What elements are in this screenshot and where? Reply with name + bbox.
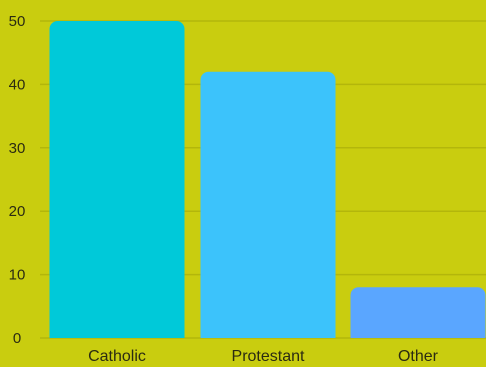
bar-group — [49, 21, 486, 338]
x-axis-ticks: Catholic Protestant Other — [88, 348, 439, 365]
x-tick-label: Other — [398, 348, 439, 365]
bar-base-other — [350, 330, 486, 338]
bar-other[interactable] — [350, 287, 486, 338]
y-tick-label: 40 — [9, 76, 26, 93]
x-tick-label: Protestant — [232, 348, 305, 365]
y-tick-label: 50 — [9, 13, 26, 30]
y-tick-label: 0 — [13, 330, 21, 347]
bar-base-catholic — [49, 330, 185, 338]
bar-protestant[interactable] — [200, 71, 336, 338]
y-axis-ticks: 0 10 20 30 40 50 — [9, 13, 26, 347]
bar-catholic[interactable] — [49, 21, 185, 338]
x-tick-label: Catholic — [88, 348, 146, 365]
y-tick-label: 10 — [9, 267, 26, 284]
bar-base-protestant — [200, 330, 336, 338]
y-tick-label: 20 — [9, 203, 26, 220]
y-tick-label: 30 — [9, 140, 26, 157]
